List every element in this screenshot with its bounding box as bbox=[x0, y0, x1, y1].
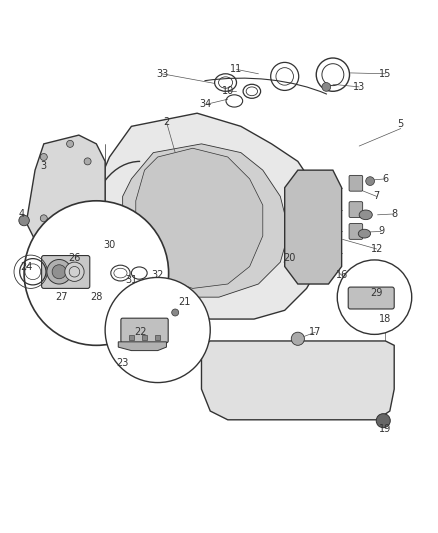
Text: 34: 34 bbox=[200, 100, 212, 109]
Circle shape bbox=[84, 219, 91, 226]
FancyBboxPatch shape bbox=[42, 255, 90, 288]
Text: 18: 18 bbox=[379, 314, 392, 324]
Circle shape bbox=[40, 154, 47, 160]
Circle shape bbox=[337, 260, 412, 334]
Ellipse shape bbox=[359, 210, 372, 220]
FancyBboxPatch shape bbox=[121, 318, 168, 343]
Ellipse shape bbox=[358, 229, 371, 238]
Polygon shape bbox=[96, 113, 324, 319]
Circle shape bbox=[40, 215, 47, 222]
Text: 27: 27 bbox=[55, 292, 67, 302]
Text: 10: 10 bbox=[222, 86, 234, 96]
Circle shape bbox=[105, 278, 210, 383]
Text: 31: 31 bbox=[125, 274, 138, 285]
Text: 17: 17 bbox=[309, 327, 321, 337]
Circle shape bbox=[24, 201, 169, 345]
Text: 24: 24 bbox=[20, 262, 32, 271]
Text: 15: 15 bbox=[379, 69, 392, 79]
FancyBboxPatch shape bbox=[348, 287, 394, 309]
Text: 30: 30 bbox=[103, 240, 116, 249]
Text: 8: 8 bbox=[391, 209, 397, 219]
Text: 11: 11 bbox=[230, 64, 243, 75]
Circle shape bbox=[47, 260, 71, 284]
Circle shape bbox=[67, 140, 74, 147]
Polygon shape bbox=[123, 144, 289, 297]
Circle shape bbox=[322, 83, 331, 91]
Circle shape bbox=[19, 215, 29, 226]
Circle shape bbox=[366, 177, 374, 185]
Text: 6: 6 bbox=[382, 174, 389, 184]
Text: 33: 33 bbox=[156, 69, 168, 79]
Circle shape bbox=[84, 158, 91, 165]
Text: 9: 9 bbox=[378, 227, 384, 237]
Polygon shape bbox=[26, 135, 105, 249]
Text: 12: 12 bbox=[371, 244, 383, 254]
Circle shape bbox=[67, 241, 74, 248]
Bar bbox=[142, 335, 147, 340]
Text: 16: 16 bbox=[336, 270, 348, 280]
Bar bbox=[155, 335, 160, 340]
Circle shape bbox=[172, 309, 179, 316]
FancyBboxPatch shape bbox=[349, 201, 363, 217]
Circle shape bbox=[376, 414, 390, 427]
Text: 23: 23 bbox=[117, 358, 129, 368]
Polygon shape bbox=[285, 170, 342, 284]
Text: 21: 21 bbox=[178, 296, 190, 306]
FancyBboxPatch shape bbox=[349, 175, 363, 191]
Text: 32: 32 bbox=[152, 270, 164, 280]
Circle shape bbox=[52, 265, 66, 279]
Text: 19: 19 bbox=[379, 424, 392, 433]
Polygon shape bbox=[201, 341, 394, 420]
Text: 7: 7 bbox=[374, 191, 380, 201]
Circle shape bbox=[291, 332, 304, 345]
Text: 5: 5 bbox=[398, 119, 404, 129]
Text: 26: 26 bbox=[68, 253, 81, 263]
Text: 2: 2 bbox=[163, 117, 170, 127]
Polygon shape bbox=[118, 342, 166, 351]
Polygon shape bbox=[136, 148, 263, 288]
Text: 29: 29 bbox=[371, 288, 383, 298]
Text: 13: 13 bbox=[353, 82, 365, 92]
Text: 22: 22 bbox=[134, 327, 146, 337]
FancyBboxPatch shape bbox=[349, 223, 363, 239]
Bar bbox=[129, 335, 134, 340]
Text: 3: 3 bbox=[41, 161, 47, 171]
Text: 20: 20 bbox=[283, 253, 295, 263]
Text: 28: 28 bbox=[90, 292, 102, 302]
Circle shape bbox=[65, 262, 84, 281]
Text: 4: 4 bbox=[19, 209, 25, 219]
